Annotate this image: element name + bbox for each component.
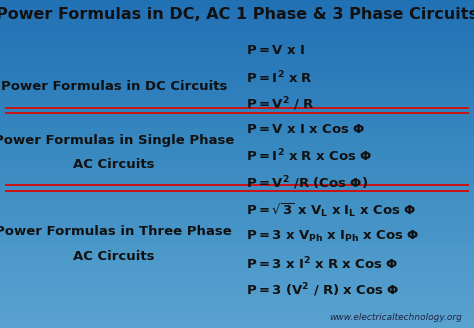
Text: $\mathbf{P = V^2\ /R\ (Cos\ \Phi)}$: $\mathbf{P = V^2\ /R\ (Cos\ \Phi)}$ [246, 174, 369, 192]
Text: $\mathbf{P = I^2\ x\ R\ x\ Cos\ \Phi}$: $\mathbf{P = I^2\ x\ R\ x\ Cos\ \Phi}$ [246, 148, 373, 165]
Text: $\mathbf{P = 3\ (V^2\ /\ R)\ x\ Cos\ \Phi}$: $\mathbf{P = 3\ (V^2\ /\ R)\ x\ Cos\ \Ph… [246, 282, 400, 299]
Text: $\mathbf{P = V\ x\ I\ x\ Cos\ \Phi}$: $\mathbf{P = V\ x\ I\ x\ Cos\ \Phi}$ [246, 123, 365, 136]
Text: AC Circuits: AC Circuits [73, 158, 155, 172]
Text: $\mathbf{P = V\ x\ I}$: $\mathbf{P = V\ x\ I}$ [246, 44, 306, 57]
Text: Power Formulas in DC, AC 1 Phase & 3 Phase Circuits: Power Formulas in DC, AC 1 Phase & 3 Pha… [0, 7, 474, 22]
Text: Power Formulas in Single Phase: Power Formulas in Single Phase [0, 133, 234, 147]
Text: www.electricaltechnology.org: www.electricaltechnology.org [329, 313, 462, 322]
Text: $\mathbf{P = 3\ x\ V_{Ph}\ x\ I_{Ph}\ x\ Cos\ \Phi}$: $\mathbf{P = 3\ x\ V_{Ph}\ x\ I_{Ph}\ x\… [246, 229, 419, 244]
Text: AC Circuits: AC Circuits [73, 250, 155, 263]
Text: Power Formulas in Three Phase: Power Formulas in Three Phase [0, 225, 232, 238]
Text: $\mathbf{P = V^2\ /\ R}$: $\mathbf{P = V^2\ /\ R}$ [246, 96, 315, 113]
Text: $\mathbf{P = I^2\ x\ R}$: $\mathbf{P = I^2\ x\ R}$ [246, 70, 313, 86]
Text: Power Formulas in DC Circuits: Power Formulas in DC Circuits [0, 80, 227, 93]
Text: $\mathbf{P = 3\ x\ I^2\ x\ R\ x\ Cos\ \Phi}$: $\mathbf{P = 3\ x\ I^2\ x\ R\ x\ Cos\ \P… [246, 256, 399, 272]
Text: $\mathbf{P = \sqrt{3}\ x\ V_L\ x\ I_L\ x\ Cos\ \Phi}$: $\mathbf{P = \sqrt{3}\ x\ V_L\ x\ I_L\ x… [246, 201, 417, 219]
